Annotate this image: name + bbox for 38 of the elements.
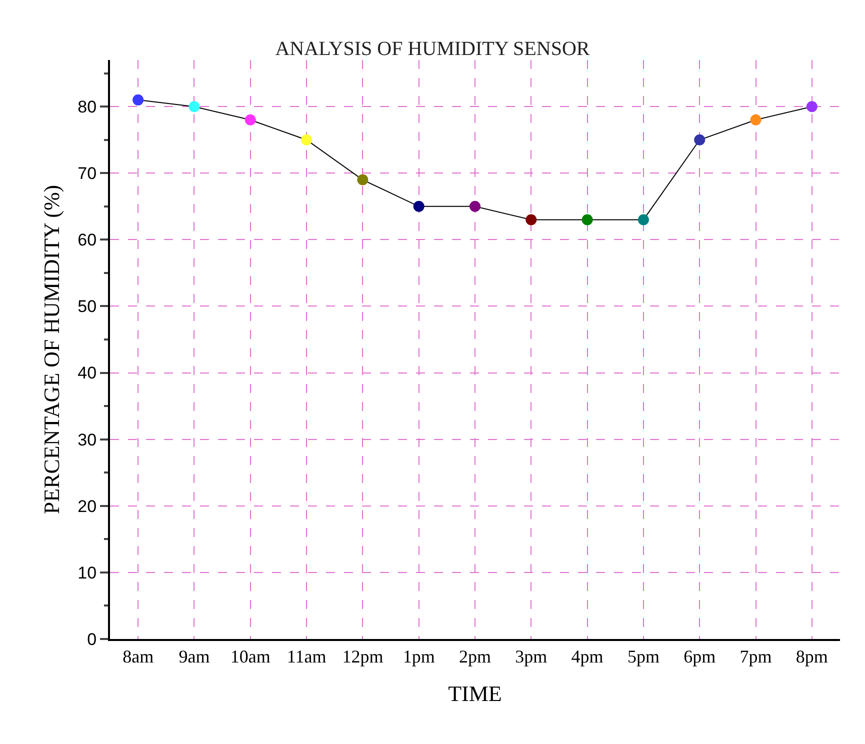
chart-title: ANALYSIS OF HUMIDITY SENSOR xyxy=(275,38,590,60)
y-tick-label: 0 xyxy=(87,630,97,649)
x-tick-label: 12pm xyxy=(342,646,384,667)
point xyxy=(582,214,593,226)
x-tick-label: 3pm xyxy=(515,646,548,667)
x-tick-label: 2pm xyxy=(458,646,492,667)
point xyxy=(526,214,537,226)
x-tick-label: 11am xyxy=(286,646,326,667)
y-tick-label: 70 xyxy=(78,164,97,184)
point xyxy=(244,114,256,126)
point xyxy=(188,101,200,112)
x-tick-label: 6pm xyxy=(684,646,716,667)
y-tick-label: 20 xyxy=(78,496,97,516)
point xyxy=(301,134,312,146)
point xyxy=(694,134,706,146)
x-tick-label: 7pm xyxy=(740,646,772,667)
point xyxy=(132,94,144,106)
x-tick-label: 1pm xyxy=(402,646,435,667)
x-tick-label: 4pm xyxy=(571,646,604,667)
x-tick-label: 8pm xyxy=(796,646,828,667)
y-tick-label: 40 xyxy=(78,364,97,383)
point xyxy=(750,114,762,126)
point xyxy=(806,101,818,112)
x-tick-label: 5pm xyxy=(627,646,660,667)
y-axis-title: PERCENTAGE OF HUMIDITY (%) xyxy=(38,184,64,514)
x-axis-title: TIME xyxy=(448,681,502,706)
point xyxy=(357,174,368,186)
y-tick-label: 30 xyxy=(78,430,97,450)
x-tick-label: 9am xyxy=(178,646,210,667)
x-tick-label: 8am xyxy=(122,646,154,667)
y-tick-label: 60 xyxy=(78,230,97,250)
x-tick-label: 10am xyxy=(230,646,270,667)
point xyxy=(638,214,649,226)
y-tick-label: 80 xyxy=(78,98,97,117)
point xyxy=(413,200,424,212)
y-tick-label: 50 xyxy=(78,297,97,316)
point xyxy=(470,200,480,212)
y-tick-label: 10 xyxy=(78,563,97,582)
